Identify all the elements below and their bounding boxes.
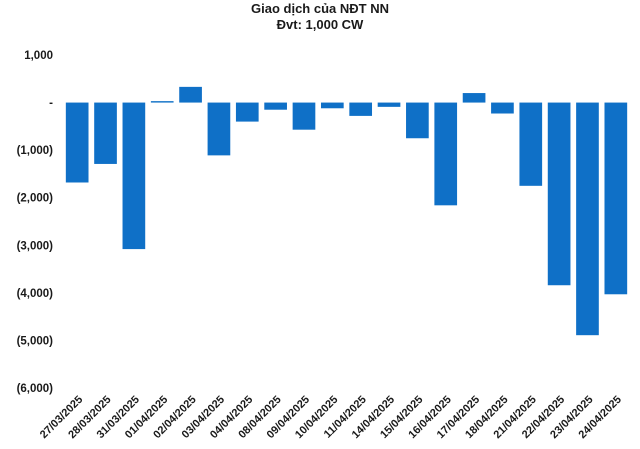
bar <box>292 102 316 130</box>
bar <box>377 102 401 107</box>
bar <box>150 101 174 103</box>
y-tick-label: - <box>49 98 53 110</box>
bar <box>264 102 287 110</box>
bar <box>179 86 202 103</box>
bar <box>604 102 628 295</box>
bar <box>491 102 514 114</box>
bar <box>434 102 458 206</box>
y-tick-label: 1,000 <box>24 50 53 62</box>
bar <box>576 102 599 336</box>
y-tick-label: (4,000) <box>17 288 54 300</box>
bar <box>94 102 117 164</box>
y-tick-label: (5,000) <box>17 335 54 347</box>
bar <box>406 102 429 139</box>
chart-subtitle: Đvt: 1,000 CW <box>276 17 364 32</box>
bar <box>122 102 146 250</box>
bar <box>235 102 259 122</box>
bar <box>349 102 373 116</box>
bar <box>547 102 571 286</box>
y-tick-label: (6,000) <box>17 383 54 395</box>
bar <box>65 102 89 183</box>
bar <box>519 102 543 186</box>
chart-title: Giao dịch của NĐT NN <box>251 1 389 16</box>
bar <box>207 102 231 156</box>
bar <box>462 93 486 103</box>
y-tick-label: (2,000) <box>17 193 54 205</box>
bar <box>320 102 344 109</box>
y-tick-label: (3,000) <box>17 240 54 252</box>
y-tick-label: (1,000) <box>17 145 54 157</box>
